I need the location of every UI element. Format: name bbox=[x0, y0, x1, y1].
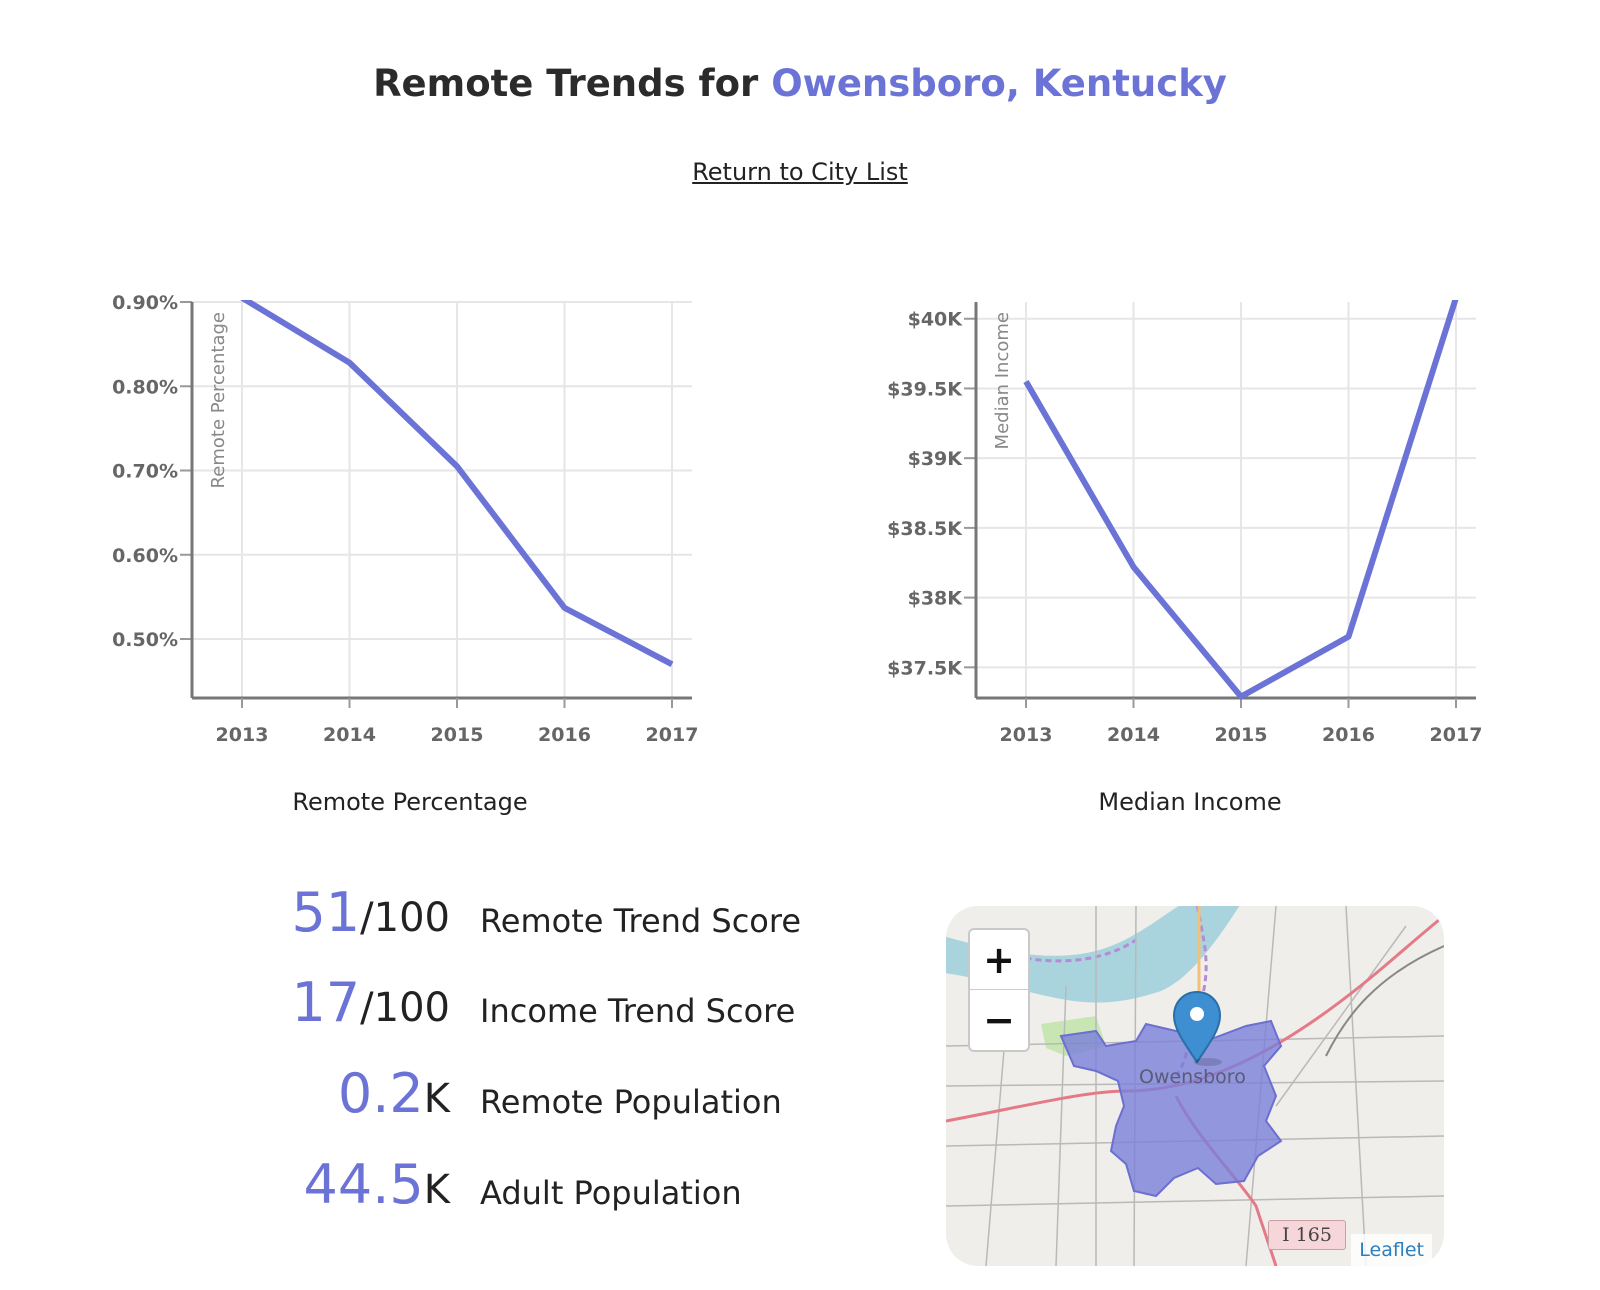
leaflet-attribution-link[interactable]: Leaflet bbox=[1351, 1234, 1432, 1266]
y-tick-label: 0.90% bbox=[112, 292, 178, 314]
stat-value: 44.5K bbox=[304, 1153, 450, 1216]
stat-value: 0.2K bbox=[338, 1062, 450, 1125]
y-tick-label: $40K bbox=[908, 309, 964, 331]
y-tick-label: $39.5K bbox=[887, 378, 963, 400]
x-tick-label: 2013 bbox=[1000, 724, 1053, 746]
zoom-control: + − bbox=[968, 928, 1030, 1052]
return-to-city-list-link[interactable]: Return to City List bbox=[692, 158, 908, 186]
y-tick-label: 0.50% bbox=[112, 629, 178, 651]
zoom-in-button[interactable]: + bbox=[970, 930, 1028, 990]
stat-adult-population: 44.5K Adult Population bbox=[200, 1150, 840, 1230]
city-map[interactable]: + − Owensboro I 165 Leaflet bbox=[946, 906, 1444, 1266]
x-tick-label: 2016 bbox=[538, 724, 591, 746]
map-pin-icon bbox=[1172, 990, 1222, 1066]
stat-income-trend-score: 17/100 Income Trend Score bbox=[200, 968, 840, 1048]
stat-label: Adult Population bbox=[480, 1174, 742, 1212]
stat-unit: /100 bbox=[360, 985, 450, 1031]
remote-percentage-caption: Remote Percentage bbox=[292, 788, 528, 816]
remote-percentage-chart-svg: 0.50% 0.60% 0.70% 0.80% 0.90% 2013 2014 2015 201… bbox=[112, 292, 699, 746]
x-tick-label: 2014 bbox=[1107, 724, 1160, 746]
stat-number: 44.5 bbox=[303, 1153, 424, 1216]
median-income-chart: $37.5K $38K $38.5K $39K $39.5K $40K 2013 2014 20… bbox=[800, 280, 1600, 750]
x-tick-label: 2016 bbox=[1322, 724, 1375, 746]
y-axis-label: Median Income bbox=[992, 312, 1013, 449]
x-tick-label: 2014 bbox=[323, 724, 376, 746]
remote-percentage-chart: 0.50% 0.60% 0.70% 0.80% 0.90% 2013 2014 2015 201… bbox=[0, 280, 800, 750]
y-tick-label: 0.70% bbox=[112, 461, 178, 483]
x-tick-label: 2015 bbox=[1215, 724, 1268, 746]
stat-label: Remote Trend Score bbox=[480, 902, 802, 940]
median-income-caption: Median Income bbox=[1098, 788, 1282, 816]
y-tick-label: $38.5K bbox=[887, 518, 963, 540]
stat-label: Income Trend Score bbox=[480, 992, 796, 1030]
y-tick-label: 0.80% bbox=[112, 376, 178, 398]
x-tick-label: 2017 bbox=[646, 724, 699, 746]
title-prefix: Remote Trends for bbox=[373, 62, 772, 105]
city-name: Owensboro, Kentucky bbox=[771, 62, 1227, 105]
x-tick-label: 2015 bbox=[431, 724, 484, 746]
stat-remote-population: 0.2K Remote Population bbox=[200, 1059, 840, 1139]
rail-line bbox=[1325, 945, 1444, 1057]
stat-unit: K bbox=[423, 1167, 450, 1213]
zoom-out-button[interactable]: − bbox=[983, 998, 1015, 1042]
map-place-label: Owensboro bbox=[1139, 1066, 1246, 1088]
city-boundary bbox=[1059, 1019, 1283, 1198]
stat-number: 51 bbox=[291, 881, 361, 944]
y-tick-label: 0.60% bbox=[112, 545, 178, 567]
stat-unit: K bbox=[423, 1076, 450, 1122]
stat-remote-trend-score: 51/100 Remote Trend Score bbox=[200, 878, 840, 958]
y-tick-label: $39K bbox=[908, 448, 964, 470]
stat-value: 51/100 bbox=[291, 881, 450, 944]
stat-label: Remote Population bbox=[480, 1083, 782, 1121]
page-title: Remote Trends for Owensboro, Kentucky bbox=[0, 62, 1600, 105]
stat-number: 0.2 bbox=[337, 1062, 424, 1125]
median-income-chart-svg: $37.5K $38K $38.5K $39K $39.5K $40K 2013 2014 20… bbox=[887, 297, 1483, 746]
y-axis-label: Remote Percentage bbox=[208, 312, 229, 488]
y-tick-label: $38K bbox=[908, 588, 964, 610]
stat-unit: /100 bbox=[360, 895, 450, 941]
y-tick-label: $37.5K bbox=[887, 657, 963, 679]
stat-value: 17/100 bbox=[291, 971, 450, 1034]
x-tick-label: 2017 bbox=[1430, 724, 1483, 746]
stat-number: 17 bbox=[291, 971, 361, 1034]
x-tick-label: 2013 bbox=[216, 724, 269, 746]
road-shield: I 165 bbox=[1268, 1220, 1346, 1250]
